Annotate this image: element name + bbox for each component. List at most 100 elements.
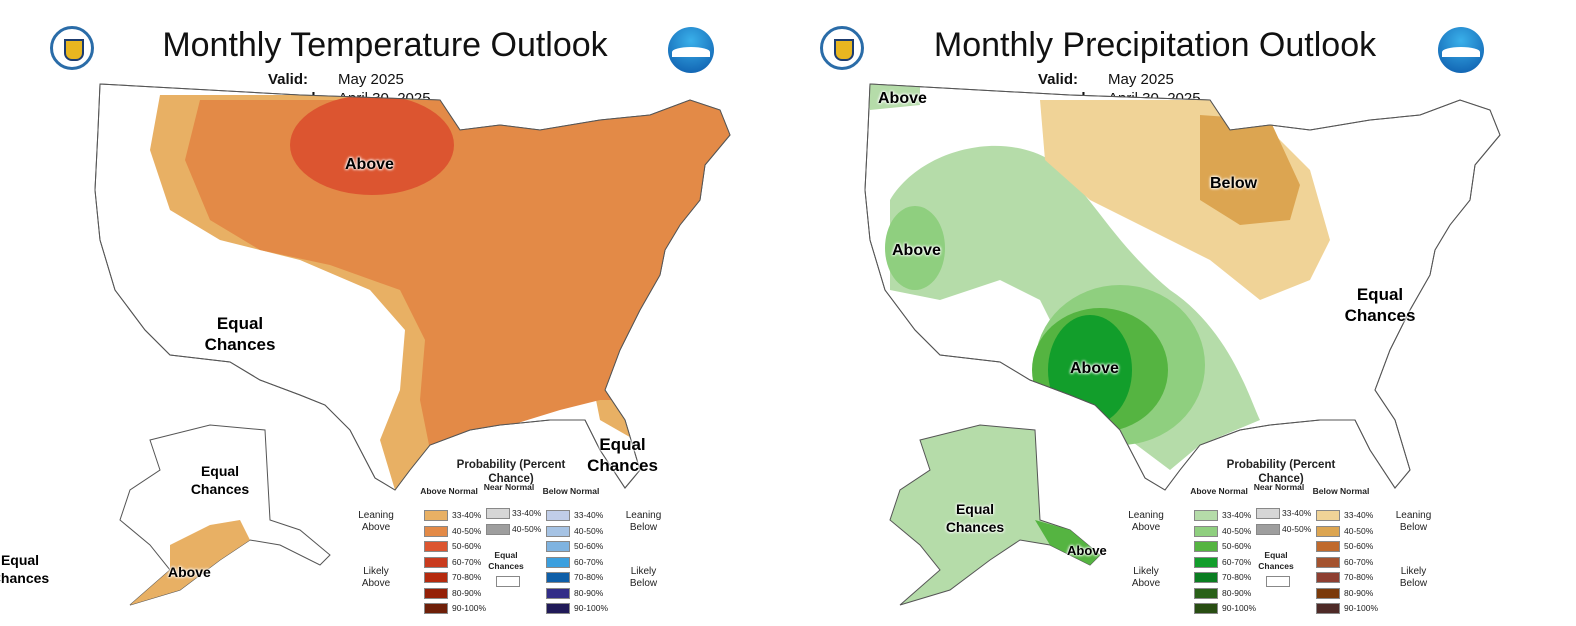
above-range-label: 90-100% bbox=[1222, 603, 1257, 613]
above-range-label: 80-90% bbox=[452, 587, 482, 598]
map-label-above-west: Above bbox=[892, 242, 941, 259]
panel-title: Monthly Temperature Outlook bbox=[162, 26, 608, 64]
leaning-below-label: Leaning Below bbox=[1395, 510, 1432, 533]
map-label-above-alaska: Above bbox=[1067, 543, 1107, 558]
above-40-50-west bbox=[885, 206, 945, 290]
below-range-label: 90-100% bbox=[574, 603, 609, 613]
near-swatch bbox=[1256, 508, 1280, 519]
near-range-label: 40-50% bbox=[1282, 523, 1312, 534]
near-swatch bbox=[1256, 523, 1280, 535]
below-range-label: 50-60% bbox=[574, 541, 604, 551]
below-range-label: 80-90% bbox=[574, 587, 604, 598]
valid-value: May 2025 bbox=[338, 71, 404, 88]
alaska-above-region bbox=[130, 520, 250, 605]
near-range-label: 33-40% bbox=[1282, 508, 1312, 518]
below-swatch bbox=[546, 541, 570, 552]
likely-above-label: Likely Above bbox=[1131, 566, 1161, 589]
map-label-below: Below bbox=[1210, 175, 1258, 192]
below-swatch bbox=[1316, 510, 1340, 521]
probability-legend: Probability (Percent Chance) Above Norma… bbox=[1126, 458, 1436, 618]
below-swatch bbox=[1316, 525, 1340, 537]
above-swatch bbox=[1194, 603, 1218, 614]
nw-above-region bbox=[865, 84, 920, 110]
above-range-label: 50-60% bbox=[452, 541, 482, 551]
legend-title: Probability (Percent Chance) bbox=[456, 459, 566, 485]
below-range-label: 80-90% bbox=[1344, 587, 1374, 598]
noaa-logo bbox=[668, 27, 714, 73]
below-range-label: 33-40% bbox=[1344, 510, 1374, 520]
above-range-label: 70-80% bbox=[452, 572, 482, 582]
likely-above-label: Likely Above bbox=[361, 566, 391, 589]
below-swatch bbox=[546, 603, 570, 614]
below-normal-header: Below Normal bbox=[542, 486, 600, 496]
doc-seal-logo bbox=[820, 26, 864, 70]
below-swatch bbox=[546, 525, 570, 537]
below-range-label: 50-60% bbox=[1344, 541, 1374, 551]
below-swatch bbox=[1316, 556, 1340, 568]
above-swatch bbox=[424, 587, 448, 599]
likely-below-label: Likely Below bbox=[1399, 566, 1428, 589]
above-range-label: 50-60% bbox=[1222, 541, 1252, 551]
map-label-above: Above bbox=[345, 156, 394, 173]
below-range-label: 60-70% bbox=[1344, 556, 1374, 567]
above-swatch bbox=[424, 603, 448, 614]
equal-chances-label: Equal Chances bbox=[1258, 550, 1294, 571]
legend-title: Probability (Percent Chance) bbox=[1226, 459, 1336, 485]
below-range-label: 70-80% bbox=[574, 572, 604, 582]
above-range-label: 33-40% bbox=[452, 510, 482, 520]
below-range-label: 40-50% bbox=[574, 525, 604, 536]
below-40-50-region bbox=[1200, 115, 1300, 225]
map-label-equal-chances-alaska: Equal Chances bbox=[190, 463, 250, 497]
above-swatch bbox=[1194, 541, 1218, 552]
map-label-equal-chances: Equal Chances bbox=[1344, 285, 1416, 325]
above-swatch bbox=[1194, 587, 1218, 599]
temperature-panel: Monthly Temperature Outlook Valid: May 20… bbox=[0, 26, 731, 618]
valid-label: Valid: bbox=[268, 71, 309, 88]
doc-seal-logo bbox=[50, 26, 94, 70]
above-range-label: 40-50% bbox=[1222, 525, 1252, 536]
map-label-above-south: Above bbox=[1070, 360, 1119, 377]
temperature-map bbox=[94, 83, 731, 606]
below-range-label: 60-70% bbox=[574, 556, 604, 567]
precipitation-panel: Monthly Precipitation Outlook Valid: May … bbox=[770, 0, 1558, 626]
noaa-logo bbox=[1438, 27, 1484, 73]
above-range-label: 60-70% bbox=[452, 556, 482, 567]
above-swatch bbox=[424, 510, 448, 521]
likely-below-label: Likely Below bbox=[629, 566, 658, 589]
below-range-label: 33-40% bbox=[574, 510, 604, 520]
probability-legend: Probability (Percent Chance) Above Norma… bbox=[356, 458, 666, 618]
above-swatch bbox=[1194, 510, 1218, 521]
below-swatch bbox=[546, 587, 570, 599]
above-swatch bbox=[1194, 572, 1218, 583]
below-swatch bbox=[546, 556, 570, 568]
above-40-50-region bbox=[185, 100, 730, 450]
above-swatch bbox=[1194, 556, 1218, 568]
below-swatch bbox=[546, 572, 570, 583]
leaning-above-label: Leaning Above bbox=[1128, 510, 1164, 533]
map-label-equal-chances: Equal Chances bbox=[204, 314, 276, 354]
below-normal-header: Below Normal bbox=[1312, 486, 1370, 496]
leaning-below-label: Leaning Below bbox=[625, 510, 662, 533]
above-swatch bbox=[424, 556, 448, 568]
near-range-label: 40-50% bbox=[512, 523, 542, 534]
map-label-equal-chances-florida: Equal Chances bbox=[587, 435, 658, 475]
valid-label: Valid: bbox=[1038, 71, 1079, 88]
near-normal-header: Near Normal bbox=[483, 482, 535, 492]
above-swatch bbox=[1194, 525, 1218, 537]
above-swatch bbox=[424, 572, 448, 583]
map-label-equal-chances-alaska: Equal Chances bbox=[945, 501, 1005, 535]
above-range-label: 33-40% bbox=[1222, 510, 1252, 520]
above-swatch bbox=[424, 525, 448, 537]
below-swatch bbox=[1316, 587, 1340, 599]
near-swatch bbox=[486, 508, 510, 519]
equal-chances-label: Equal Chances bbox=[488, 550, 524, 571]
above-range-label: 40-50% bbox=[452, 525, 482, 536]
equal-chances-swatch bbox=[1266, 576, 1290, 587]
above-normal-header: Above Normal bbox=[420, 486, 478, 496]
precipitation-map bbox=[864, 83, 1501, 606]
alaska-above-region bbox=[1035, 520, 1100, 565]
map-label-equal-chances-hawaii: Equal Chances bbox=[0, 552, 50, 586]
below-swatch bbox=[1316, 541, 1340, 552]
below-range-label: 90-100% bbox=[1344, 603, 1379, 613]
